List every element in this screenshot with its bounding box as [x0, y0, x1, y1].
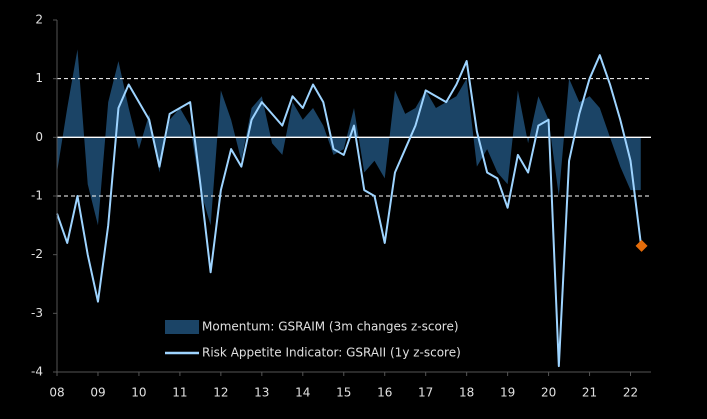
x-tick-label: 20	[541, 386, 556, 400]
x-tick-label: 18	[459, 386, 474, 400]
x-tick-label: 08	[49, 386, 64, 400]
latest-marker	[635, 239, 648, 252]
risk-appetite-line	[56, 54, 642, 368]
y-tick-label: -2	[31, 247, 43, 261]
legend-swatch	[165, 320, 199, 334]
legend-label: Risk Appetite Indicator: GSRAII (1y z-sc…	[202, 346, 461, 360]
x-tick-label: 13	[254, 386, 269, 400]
y-tick-label: -1	[31, 189, 43, 203]
x-tick-label: 21	[582, 386, 597, 400]
y-tick-label: 0	[35, 130, 43, 144]
x-tick-label: 12	[213, 386, 228, 400]
x-tick-label: 14	[295, 386, 310, 400]
x-tick-label: 19	[500, 386, 515, 400]
y-tick-label: 1	[35, 71, 43, 85]
x-tick-label: 15	[336, 386, 351, 400]
x-tick-label: 10	[131, 386, 146, 400]
y-tick-label: 2	[35, 13, 43, 27]
legend-label: Momentum: GSRAIM (3m changes z-score)	[202, 320, 459, 334]
x-tick-label: 09	[90, 386, 105, 400]
y-tick-label: -3	[31, 306, 43, 320]
x-tick-label: 16	[377, 386, 392, 400]
x-tick-label: 11	[172, 386, 187, 400]
x-tick-label: 17	[418, 386, 433, 400]
y-tick-label: -4	[31, 365, 43, 379]
x-tick-label: 22	[623, 386, 638, 400]
